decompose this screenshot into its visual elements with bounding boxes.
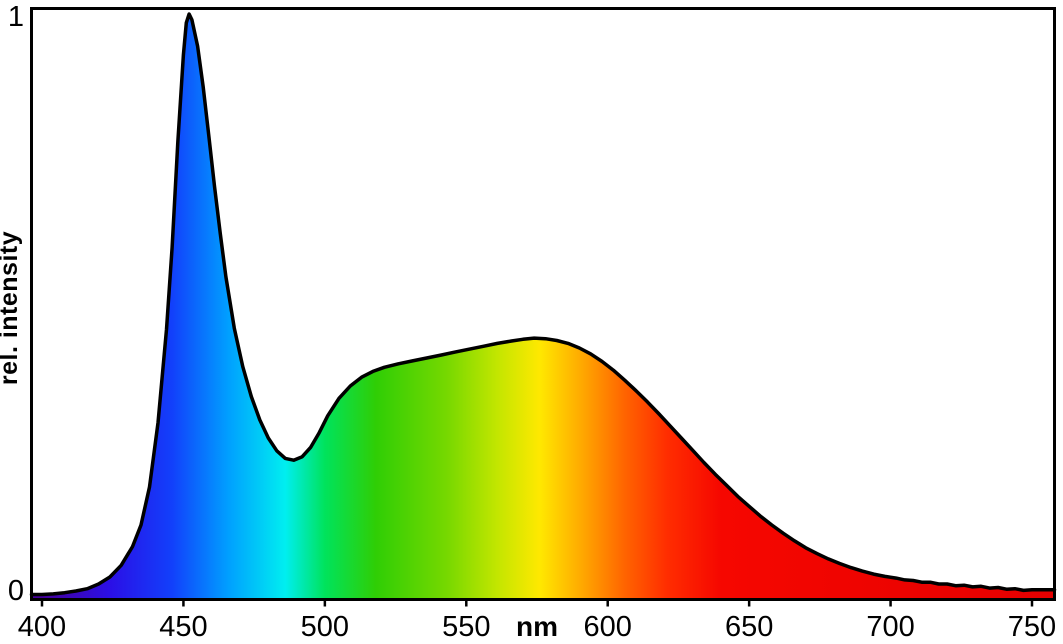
- x-tick-label: 700: [866, 611, 914, 643]
- x-axis-ticks: [40, 599, 1034, 607]
- y-axis-title: rel. intensity: [0, 231, 23, 385]
- x-tick-label: 600: [584, 611, 632, 643]
- y-tick-label: 1: [8, 1, 24, 33]
- y-axis-tick-labels: 01: [8, 1, 24, 607]
- x-tick-label: 650: [725, 611, 773, 643]
- y-tick-label: 0: [8, 575, 24, 607]
- x-axis-unit-label: nm: [516, 611, 558, 642]
- x-tick-label: 750: [1008, 611, 1056, 643]
- x-tick-label: 450: [159, 611, 207, 643]
- x-tick-label: 550: [442, 611, 490, 643]
- spectrum-area-fill: [31, 14, 1055, 598]
- x-axis-tick-labels: 400 450 500 550 600 650 700 750: [18, 611, 1056, 643]
- x-tick-label: 500: [301, 611, 349, 643]
- plot-frame: [30, 7, 1056, 601]
- x-tick-label: 400: [18, 611, 66, 643]
- spectrum-curve: [29, 12, 1057, 597]
